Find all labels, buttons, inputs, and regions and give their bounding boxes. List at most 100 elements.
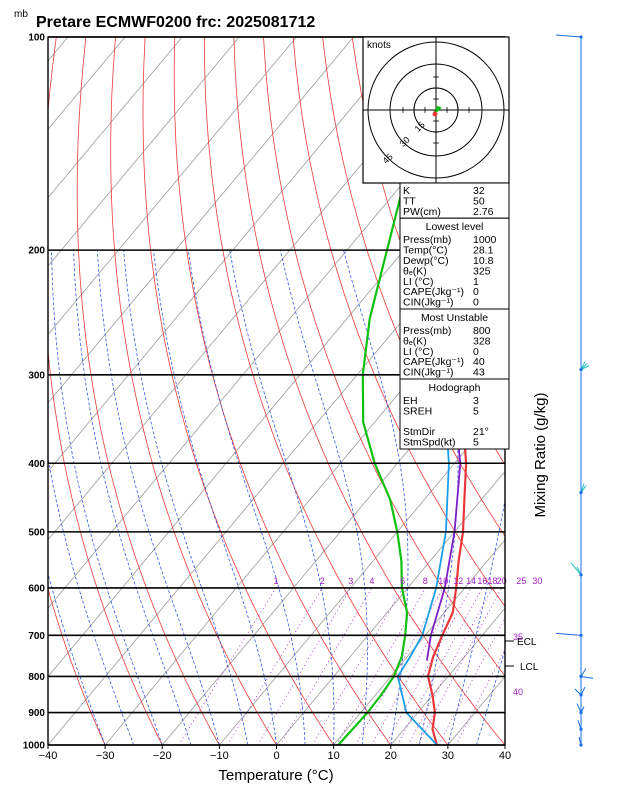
- wind-barb-dot: [579, 693, 583, 697]
- y-axis-right-label: Mixing Ratio (g/kg): [532, 392, 549, 517]
- mixing-ratio-line: [227, 587, 323, 745]
- panel-key: SREH: [403, 405, 432, 417]
- pressure-axis-ticks: 100 200 300 400 500 600 700 800 900 1000: [23, 33, 46, 752]
- panel-section-title: Most Unstable: [421, 312, 488, 324]
- theta-e-label-35: 35: [513, 632, 523, 642]
- panel-value: 800: [473, 325, 491, 337]
- dry-adiabat: [292, 37, 505, 608]
- panel-value: 21°: [473, 426, 489, 438]
- panel-key: Press(mb): [403, 325, 451, 337]
- x-axis-label: Temperature (°C): [218, 767, 333, 784]
- mixing-ratio-label: 10: [438, 576, 448, 586]
- mixing-ratio-label: 30: [532, 576, 542, 586]
- panel-key: CAPE(Jkg⁻¹): [403, 286, 464, 298]
- theta-e-label-40: 40: [513, 687, 523, 697]
- mixing-ratio-line: [178, 587, 277, 745]
- moist-adiabat: [48, 456, 135, 745]
- panel-key: StmSpd(kt): [403, 437, 456, 449]
- wind-barb-dot: [579, 711, 583, 715]
- wind-barb-dot: [579, 573, 583, 577]
- mixing-ratio-line: [396, 587, 483, 745]
- x-tick-label: 20: [385, 750, 397, 762]
- moist-adiabat: [97, 250, 220, 745]
- dry-adiabat: [76, 37, 220, 745]
- lcl-label: LCL: [520, 662, 539, 673]
- panel-value: 2.76: [473, 206, 494, 218]
- isotherm: [48, 37, 297, 336]
- pressure-tick-label: 800: [28, 672, 45, 683]
- x-tick-label: 40: [499, 750, 511, 762]
- panel-value: 5: [473, 437, 479, 449]
- panel-value: 28.1: [473, 245, 494, 257]
- lcl-marker: LCL: [505, 662, 539, 673]
- wind-barb-profile: [555, 34, 594, 747]
- dry-adiabat: [263, 37, 505, 677]
- wind-barb-dot: [579, 633, 583, 637]
- isotherm: [276, 470, 505, 745]
- hodograph: knots 15 30 45: [362, 36, 510, 184]
- wind-barb: [555, 632, 582, 636]
- isotherm: [562, 37, 618, 745]
- wind-barb: [576, 703, 582, 713]
- moist-adiabat: [48, 572, 106, 745]
- mixing-ratio-line: [312, 587, 403, 745]
- hodograph-ring-30: [389, 63, 483, 157]
- panel-value: 43: [473, 367, 485, 379]
- isotherm: [219, 402, 505, 745]
- mixing-ratio-label: 25: [516, 576, 526, 586]
- panel-key: CAPE(Jkg⁻¹): [403, 356, 464, 368]
- ecl-marker: ECL: [505, 637, 537, 648]
- pressure-tick-label: 700: [28, 631, 45, 642]
- isobars: [48, 36, 505, 746]
- hodograph-ring-45: [367, 41, 505, 179]
- hodograph-trace: [433, 105, 442, 113]
- x-axis-ticks: −40 −30 −20 −10 0 10 20 30 40: [39, 745, 511, 762]
- panel-key: StmDir: [403, 426, 436, 438]
- mixing-ratio-line: [257, 587, 352, 745]
- panel-value: 10.8: [473, 255, 494, 267]
- mixing-ratio-label: 1: [273, 576, 278, 586]
- mixing-ratio-line: [336, 587, 426, 745]
- pressure-tick-label: 300: [28, 370, 45, 381]
- x-tick-label: −30: [96, 750, 115, 762]
- panel-key: θₑ(K): [403, 335, 427, 347]
- moist-adiabat: [279, 250, 368, 745]
- wind-barb-dot: [579, 743, 583, 747]
- mixing-ratio-labels: 1 2 3 4 6 8 10 12 14 16 18 20 25 30: [273, 576, 542, 586]
- pressure-tick-label: 900: [28, 708, 45, 719]
- panel-key: EH: [403, 395, 418, 407]
- plot-background-lines: [0, 37, 618, 760]
- dry-adiabat: [48, 37, 163, 745]
- dry-adiabat: [48, 743, 49, 745]
- hodograph-unit: knots: [367, 40, 391, 51]
- mixing-ratio-label: 2: [320, 576, 325, 586]
- dry-adiabat: [233, 37, 505, 745]
- mixing-ratio-label: 20: [497, 576, 507, 586]
- hodograph-storm-motion: [432, 111, 438, 117]
- panel-lowest-box: [399, 217, 510, 310]
- mixing-ratio-line: [355, 587, 444, 745]
- dry-adiabat: [589, 37, 618, 760]
- wind-barb-dot: [579, 35, 583, 39]
- panel-hodo-params-box: [399, 378, 510, 450]
- x-tick-label: 0: [273, 750, 279, 762]
- x-tick-label: 10: [328, 750, 340, 762]
- panel-indices-box: [399, 182, 510, 219]
- moist-adiabat: [476, 648, 505, 745]
- panel-key: Dewp(°C): [403, 255, 449, 267]
- x-tick-label: −40: [39, 750, 58, 762]
- wind-barb-dot: [579, 674, 583, 678]
- panel-section-title: Lowest level: [426, 221, 484, 233]
- wind-barb-dot: [579, 368, 583, 372]
- isotherm: [0, 37, 11, 745]
- dry-adiabat: [110, 37, 277, 745]
- dry-adiabat: [173, 37, 392, 745]
- hodograph-ticks: [402, 76, 470, 144]
- panel-key: CIN(Jkg⁻¹): [403, 297, 453, 309]
- panel-key: Press(mb): [403, 234, 451, 246]
- isotherm: [48, 197, 505, 745]
- pressure-tick-label: 600: [28, 583, 45, 594]
- isotherm: [104, 265, 505, 745]
- dry-adiabat: [203, 37, 449, 745]
